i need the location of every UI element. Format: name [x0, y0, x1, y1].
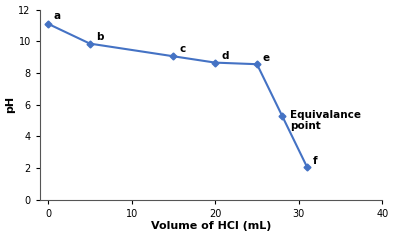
Text: e: e [263, 53, 270, 64]
Text: Equivalance
point: Equivalance point [290, 110, 361, 131]
Text: d: d [221, 51, 229, 61]
Text: b: b [96, 32, 103, 42]
Y-axis label: pH: pH [6, 96, 15, 113]
Text: c: c [179, 44, 186, 54]
Text: f: f [313, 156, 318, 166]
X-axis label: Volume of HCl (mL): Volume of HCl (mL) [151, 221, 271, 232]
Text: a: a [54, 11, 61, 21]
